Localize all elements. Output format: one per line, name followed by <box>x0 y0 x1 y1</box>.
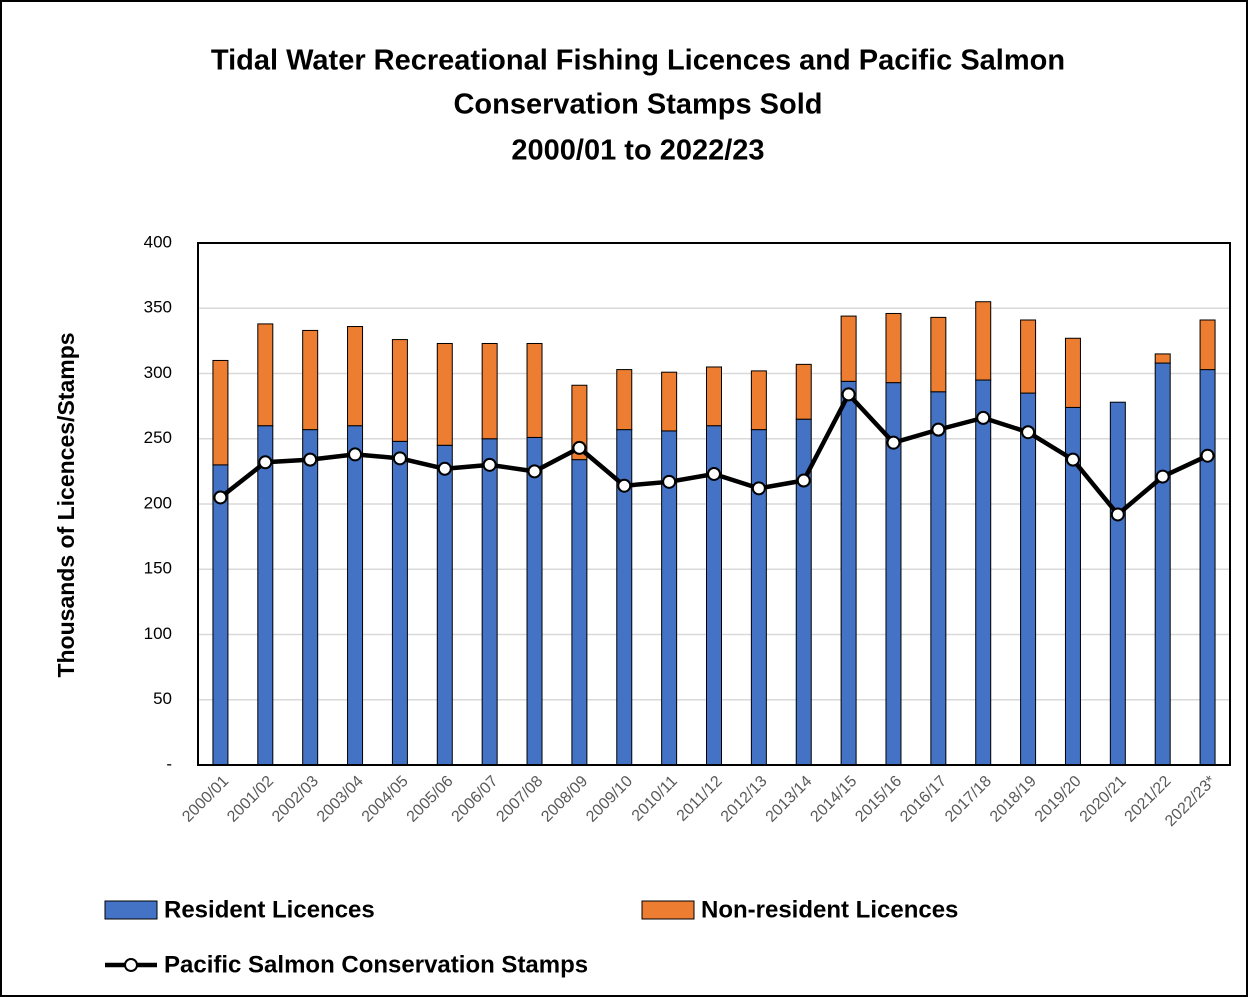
bar-segment <box>750 370 767 431</box>
bar-segment <box>257 425 274 766</box>
bar-segment <box>571 459 588 766</box>
chart-title: Conservation Stamps Sold <box>453 89 822 121</box>
bar-segment <box>840 380 857 766</box>
line-marker <box>751 481 766 496</box>
bar-segment <box>885 312 902 384</box>
bar-segment <box>661 371 678 432</box>
line-marker <box>976 410 991 425</box>
bar-segment <box>1020 319 1037 394</box>
line-marker <box>796 473 811 488</box>
line-marker <box>662 474 677 489</box>
bar-segment <box>750 429 767 766</box>
line-marker <box>886 435 901 450</box>
bar-segment <box>526 436 543 766</box>
legend-label: Non-resident Licences <box>701 896 958 923</box>
chart-title: Tidal Water Recreational Fishing Licence… <box>211 45 1065 77</box>
bar-segment <box>1154 353 1171 364</box>
y-tick-label: 100 <box>144 624 172 643</box>
line-marker <box>437 461 452 476</box>
line-marker <box>1065 452 1080 467</box>
y-tick-label: 400 <box>144 232 172 251</box>
y-axis-title: Thousands of Licences/Stamps <box>53 332 79 677</box>
bar-segment <box>347 425 364 766</box>
bar-segment <box>840 315 857 382</box>
plot-frame <box>197 242 1231 766</box>
bar-segment <box>975 379 992 766</box>
line-marker <box>841 387 856 402</box>
bar-segment <box>616 369 633 431</box>
legend-swatch <box>641 900 695 920</box>
line-marker <box>213 490 228 505</box>
bar-segment <box>302 429 319 766</box>
line-marker <box>1021 425 1036 440</box>
bar-segment <box>302 329 319 431</box>
bar-segment <box>930 391 947 766</box>
y-tick-label: 150 <box>144 559 172 578</box>
y-tick-label: 300 <box>144 363 172 382</box>
y-tick-label: 250 <box>144 428 172 447</box>
bar-segment <box>1199 319 1216 371</box>
bar-segment <box>391 339 408 442</box>
bar-segment <box>436 342 453 446</box>
line-marker <box>527 464 542 479</box>
bar-segment <box>1020 392 1037 766</box>
chart-title: 2000/01 to 2022/23 <box>511 135 764 167</box>
line-marker <box>931 422 946 437</box>
bar-segment <box>481 342 498 440</box>
legend-label: Resident Licences <box>164 896 375 923</box>
legend-swatch <box>104 900 158 920</box>
bar-segment <box>526 342 543 438</box>
bar-segment <box>481 438 498 766</box>
line-marker <box>1200 448 1215 463</box>
line-marker <box>303 452 318 467</box>
bar-segment <box>975 301 992 381</box>
legend-marker <box>124 958 138 972</box>
line-marker <box>1155 469 1170 484</box>
line-marker <box>258 455 273 470</box>
line-marker <box>617 478 632 493</box>
bar-segment <box>1199 369 1216 766</box>
bar-segment <box>1109 401 1126 766</box>
bar-segment <box>212 359 229 466</box>
line-marker <box>392 451 407 466</box>
bar-segment <box>347 326 364 427</box>
line-marker <box>707 466 721 481</box>
bar-segment <box>1154 362 1171 766</box>
y-tick-label: - <box>166 754 172 773</box>
line-marker <box>482 457 497 472</box>
line-marker <box>348 447 363 462</box>
bar-segment <box>1064 337 1081 408</box>
y-tick-label: 350 <box>144 298 172 317</box>
bar-segment <box>706 366 722 427</box>
bar-segment <box>571 384 588 461</box>
line-marker <box>1110 507 1125 522</box>
bar-segment <box>212 464 229 766</box>
bar-segment <box>257 323 274 427</box>
y-tick-label: 50 <box>153 689 172 708</box>
bar-segment <box>436 444 453 766</box>
bar-segment <box>391 440 408 766</box>
line-marker <box>572 440 587 455</box>
legend-label: Pacific Salmon Conservation Stamps <box>164 951 588 978</box>
y-tick-label: 200 <box>144 493 172 512</box>
bar-segment <box>930 316 947 393</box>
bar-segment <box>795 363 812 420</box>
